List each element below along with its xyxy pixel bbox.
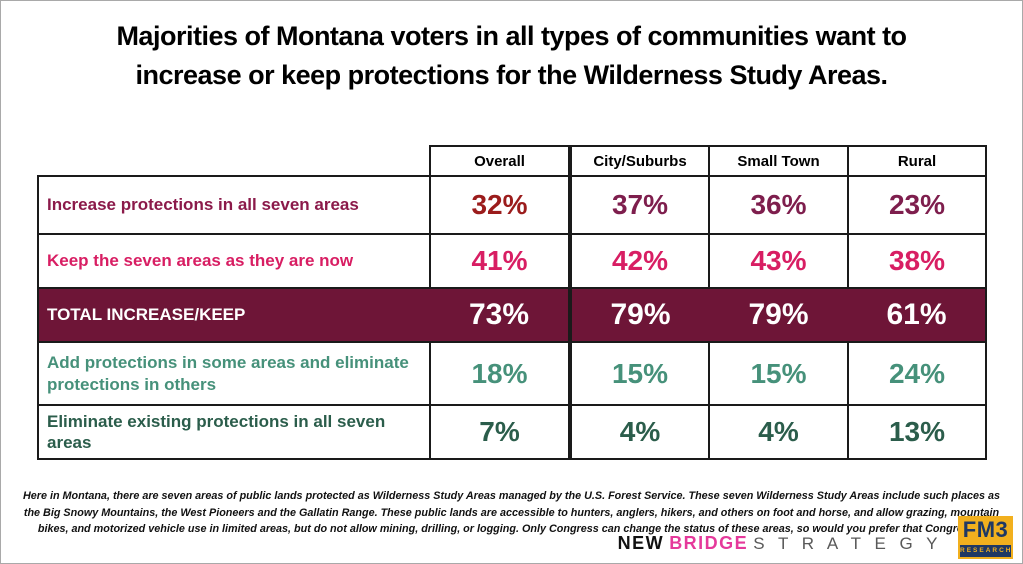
value-cell-add-smalltown: 15% [708, 341, 849, 406]
fm3-logo-text: FM3 [962, 517, 1009, 542]
slide-title-line1: Majorities of Montana voters in all type… [116, 21, 907, 51]
value-cell-keep-overall: 41% [429, 233, 571, 289]
value-cell-eliminate-rural: 13% [847, 404, 987, 460]
column-header-small-town: Small Town [708, 145, 849, 177]
slide-title: Majorities of Montana voters in all type… [1, 17, 1022, 95]
column-header-rural: Rural [847, 145, 987, 177]
row-label-total: TOTAL INCREASE/KEEP [37, 287, 430, 343]
value-cell-increase-smalltown: 36% [708, 175, 849, 235]
table-row-eliminate: Eliminate existing protections in all se… [37, 404, 987, 460]
new-bridge-strategy-logo: NEW BRIDGE S T R A T E G Y [618, 533, 942, 554]
table-row-total: TOTAL INCREASE/KEEP 73% 79% 79% 61% [37, 287, 987, 343]
value-cell-add-city: 15% [568, 341, 710, 406]
fm3-research-text: RESEARCH [960, 545, 1011, 557]
row-label-increase: Increase protections in all seven areas [37, 175, 431, 235]
row-label-add: Add protections in some areas and elimin… [37, 341, 431, 406]
value-cell-total-city: 79% [568, 287, 709, 343]
column-header-overall: Overall [429, 145, 571, 177]
fm3-research-logo: FM3 RESEARCH [958, 516, 1013, 559]
table-row-keep: Keep the seven areas as they are now 41%… [37, 233, 987, 289]
value-cell-eliminate-overall: 7% [429, 404, 571, 460]
value-cell-total-overall: 73% [430, 287, 570, 343]
value-cell-add-rural: 24% [847, 341, 987, 406]
results-table: Overall City/Suburbs Small Town Rural In… [37, 145, 987, 460]
table-header-row: Overall City/Suburbs Small Town Rural [38, 145, 987, 177]
value-cell-total-rural: 61% [848, 287, 987, 343]
value-cell-increase-city: 37% [568, 175, 710, 235]
table-row-increase: Increase protections in all seven areas … [37, 175, 987, 235]
value-cell-increase-rural: 23% [847, 175, 987, 235]
value-cell-eliminate-smalltown: 4% [708, 404, 849, 460]
table-row-add: Add protections in some areas and elimin… [37, 341, 987, 406]
value-cell-eliminate-city: 4% [568, 404, 710, 460]
value-cell-keep-smalltown: 43% [708, 233, 849, 289]
value-cell-keep-city: 42% [568, 233, 710, 289]
value-cell-keep-rural: 38% [847, 233, 987, 289]
value-cell-increase-overall: 32% [429, 175, 571, 235]
column-header-city-suburbs: City/Suburbs [568, 145, 710, 177]
value-cell-total-smalltown: 79% [709, 287, 848, 343]
brand-bridge-text: BRIDGE [669, 533, 749, 553]
table-corner-cell [38, 146, 430, 176]
brand-strategy-text: S T R A T E G Y [753, 534, 942, 553]
brand-new-text: NEW [617, 533, 665, 553]
slide-title-line2: increase or keep protections for the Wil… [135, 60, 889, 91]
value-cell-add-overall: 18% [429, 341, 571, 406]
question-footnote: Here in Montana, there are seven areas o… [22, 490, 1001, 536]
row-label-eliminate: Eliminate existing protections in all se… [37, 404, 431, 460]
row-label-keep: Keep the seven areas as they are now [37, 233, 431, 289]
